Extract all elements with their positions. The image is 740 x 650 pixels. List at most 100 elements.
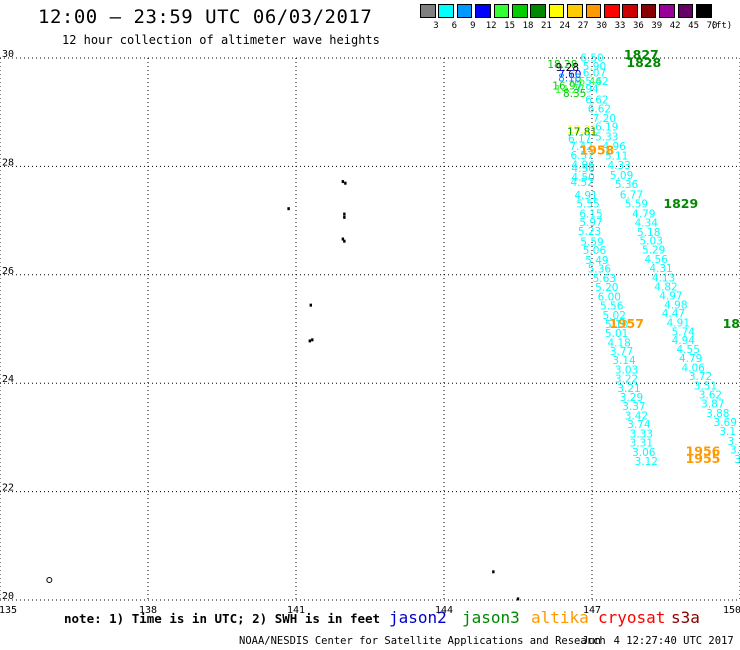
legend-swatch (456, 4, 473, 18)
wave-height-reading: 5.59 (580, 237, 603, 249)
island-marker (309, 303, 312, 307)
wave-height-reading: 6.07 (583, 67, 606, 79)
wave-height-reading: 3.12 (635, 456, 658, 468)
wave-height-reading: 3.87 (701, 399, 724, 411)
wave-height-reading: 3.03 (615, 364, 638, 376)
wave-height-reading: 4.34 (635, 218, 659, 230)
wave-height-reading: 5.36 (615, 179, 639, 191)
wave-height-reading: 4.33 (607, 160, 630, 172)
wave-height-reading: 6.62 (588, 104, 611, 116)
wave-height-reading: 3.77 (610, 346, 633, 358)
island-marker (492, 570, 495, 574)
wave-height-reading: 4.94 (672, 335, 696, 347)
island-marker (46, 576, 53, 583)
pass-time-label: 1958 (580, 142, 615, 157)
wave-height-reading: 6.77 (620, 189, 643, 201)
satellite-label-altika: altika (531, 608, 589, 627)
wave-height-reading: 3.42 (625, 411, 648, 423)
wave-height-reading: 5.42 (585, 76, 608, 88)
wave-height-reading: 3.69 (714, 417, 737, 429)
legend-swatch (640, 4, 657, 18)
legend-swatch (493, 4, 510, 18)
lon-tick-label: 141 (287, 605, 305, 616)
legend-label: 3 (433, 21, 439, 31)
legend-label: 36 (632, 21, 644, 31)
wave-height-reading: 4.91 (667, 317, 690, 329)
wave-height-reading: 4.98 (664, 299, 687, 311)
wave-height-reading: 4.31 (649, 263, 672, 275)
legend-swatch (659, 4, 675, 18)
island-marker (343, 212, 346, 216)
wave-height-reading: 7.94 (575, 84, 599, 96)
pass-time-label: 1955 (686, 451, 721, 466)
wave-height-reading: 3.51 (694, 381, 717, 393)
lon-tick-label: 150 (723, 605, 740, 616)
pass-time-label: 1828 (626, 55, 661, 70)
legend-swatch (420, 4, 436, 18)
wave-height-reading: 5.03 (640, 235, 663, 247)
wave-height-reading: 16.97 (552, 80, 582, 92)
island-marker (343, 239, 346, 243)
wave-height-reading: 5.10 (605, 319, 628, 331)
wave-height-reading: 3.22 (615, 374, 638, 386)
lat-tick-label: 26 (2, 266, 14, 277)
wave-height-reading: 3.37 (622, 401, 645, 413)
island-marker (341, 180, 345, 184)
legend-label: 15 (504, 21, 516, 31)
satellite-label-cryosat: cryosat (598, 608, 666, 627)
legend-label: 21 (540, 21, 552, 31)
legend-swatch (677, 4, 694, 18)
wave-height-reading: 3.72 (689, 371, 712, 383)
wave-height-reading: 5.59 (625, 199, 648, 211)
legend-label: 33 (614, 21, 626, 31)
legend-swatch (530, 4, 546, 18)
wave-height-reading: 5.20 (595, 282, 618, 294)
lat-tick-label: 24 (2, 374, 14, 385)
wave-height-reading: 4.79 (679, 353, 702, 365)
page-subtitle: 12 hour collection of altimeter wave hei… (62, 33, 380, 47)
wave-height-reading: 5.29 (642, 245, 665, 257)
wave-height-reading: 5.56 (600, 300, 624, 312)
wave-height-reading: 3. (730, 445, 740, 457)
wave-height-reading: 3.74 (627, 419, 651, 431)
wave-height-reading: 6.17 (568, 134, 591, 146)
legend-swatch (438, 4, 454, 18)
legend-label: 42 (669, 21, 681, 31)
pass-time-label: 1830 (723, 316, 740, 331)
lon-tick-label: 135 (0, 605, 17, 616)
wave-height-reading: 5.11 (605, 150, 628, 162)
legend-label: 6 (451, 21, 458, 31)
wave-height-reading: 4.13 (652, 272, 675, 284)
legend-swatch (475, 4, 491, 18)
wave-height-reading: 5.49 (585, 255, 608, 267)
wave-height-reading: 8.18 (558, 72, 581, 84)
wave-height-reading: 3.62 (699, 389, 722, 401)
wave-height-reading: 4.91 (574, 190, 597, 202)
legend-swatch (548, 4, 565, 18)
wave-height-reading: 5.02 (603, 310, 626, 322)
lon-tick-label: 144 (435, 605, 453, 616)
wave-height-reading: 6.62 (585, 95, 608, 107)
wave-height-reading: 3.31 (630, 438, 653, 450)
lat-tick-label: 20 (2, 591, 14, 602)
island-marker (341, 237, 345, 241)
wave-height-reading: 6.19 (595, 122, 618, 134)
wave-height-reading: 5.36 (588, 264, 612, 276)
legend-swatch (585, 4, 602, 18)
pass-time-label: 1827 (624, 47, 659, 62)
wave-height-reading: 4.50 (571, 172, 594, 184)
wave-height-reading: 3.1 (719, 426, 736, 438)
pass-time-label: 1829 (663, 196, 698, 211)
credit-line: NOAA/NESDIS Center for Satellite Applica… (239, 635, 606, 647)
wave-height-reading: 5.97 (579, 217, 602, 229)
wave-height-reading: 4.56 (571, 163, 595, 175)
pass-time-label: 1956 (686, 443, 721, 458)
wave-height-reading: 3.14 (612, 355, 636, 367)
lat-tick-label: 22 (2, 483, 14, 494)
wave-height-reading: 8.35 (563, 88, 586, 100)
wave-height-reading: 5.23 (578, 226, 601, 238)
island-marker (516, 597, 520, 601)
wave-height-reading: 9.28 (556, 62, 579, 74)
wave-height-reading: 3.33 (630, 428, 653, 440)
